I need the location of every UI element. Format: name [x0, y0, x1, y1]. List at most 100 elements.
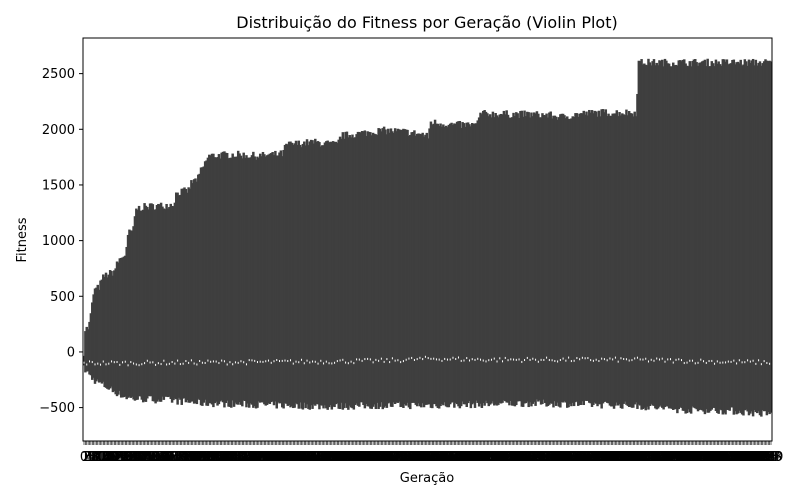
x-tick-label: 155 — [285, 450, 310, 465]
violin-body — [381, 128, 384, 410]
violin-body — [545, 113, 548, 407]
violin-median — [592, 359, 594, 362]
violin-median — [391, 357, 393, 360]
x-axis: 0123456789101112131415161718192021222324… — [80, 441, 783, 465]
x-tick-label: 463 — [709, 450, 734, 465]
x-tick-label: 487 — [742, 450, 767, 465]
violin-body — [227, 158, 230, 407]
x-tick-label: 460 — [705, 450, 730, 465]
x-tick-label: 478 — [730, 450, 755, 465]
x-tick-label: 355 — [560, 450, 585, 465]
violin-median — [614, 356, 616, 359]
x-tick-label: 330 — [526, 450, 551, 465]
violin-body — [415, 133, 419, 407]
violin-body — [652, 59, 656, 406]
x-tick-label: 194 — [339, 450, 364, 465]
x-tick-label: 256 — [424, 450, 449, 465]
violin-body — [501, 114, 504, 403]
x-tick-label: 288 — [468, 450, 493, 465]
violin-body — [738, 63, 741, 411]
violin-body — [281, 156, 284, 408]
x-tick-label: 107 — [219, 450, 244, 465]
x-tick-label: 389 — [607, 450, 632, 465]
violin-body — [282, 149, 285, 409]
violin-body — [468, 124, 471, 401]
violin-body — [418, 133, 422, 407]
x-tick-label: 61 — [160, 450, 177, 465]
violin-body — [396, 128, 400, 403]
x-tick-label: 197 — [343, 450, 368, 465]
violin-body — [115, 261, 119, 397]
violin-body — [563, 115, 566, 402]
violin-body — [110, 271, 113, 387]
violin-median — [581, 356, 583, 359]
violin-body — [413, 130, 416, 403]
violin-median — [380, 357, 382, 360]
violin-body — [627, 111, 631, 408]
x-tick-label: 79 — [184, 450, 201, 465]
violin-body — [349, 137, 353, 408]
x-tick-label: 201 — [348, 450, 373, 465]
violin-body — [144, 205, 148, 402]
x-tick-label: 409 — [635, 450, 660, 465]
violin-median — [502, 360, 504, 363]
x-tick-label: 493 — [750, 450, 775, 465]
x-tick-label: 135 — [257, 450, 282, 465]
x-tick-label: 394 — [614, 450, 639, 465]
x-tick-label: 268 — [441, 450, 466, 465]
x-tick-label: 42 — [134, 450, 151, 465]
x-tick-label: 497 — [756, 450, 781, 465]
x-tick-label: 235 — [395, 450, 420, 465]
violin-body — [316, 141, 320, 405]
violin-median — [468, 359, 470, 362]
x-tick-label: 296 — [479, 450, 504, 465]
violin-median — [119, 363, 121, 366]
x-tick-label: 318 — [509, 450, 534, 465]
violin-median — [405, 358, 407, 361]
violin-body — [592, 113, 595, 405]
violin-body — [493, 117, 496, 406]
violin-body — [658, 60, 661, 407]
violin-median — [133, 362, 135, 365]
x-tick-label: 218 — [372, 450, 397, 465]
violin-median — [749, 360, 751, 363]
x-tick-label: 44 — [136, 450, 153, 465]
violin-body — [276, 155, 280, 403]
violin-body — [527, 112, 530, 408]
violin-body — [728, 63, 731, 411]
violin-body — [154, 209, 157, 404]
x-tick-label: 157 — [288, 450, 313, 465]
violin-body — [322, 145, 325, 409]
violin-body — [141, 209, 145, 403]
violin-body — [603, 112, 606, 402]
violin-body — [89, 313, 93, 376]
violin-median — [747, 359, 749, 362]
violin-median — [634, 357, 636, 360]
violin-body — [619, 115, 623, 409]
x-tick-label: 454 — [697, 450, 722, 465]
violin-body — [312, 143, 316, 405]
violin-body — [180, 188, 183, 405]
violin-median — [309, 361, 311, 364]
x-tick-label: 451 — [693, 450, 718, 465]
x-tick-label: 239 — [401, 450, 426, 465]
violin-body — [711, 63, 715, 408]
x-tick-label: 291 — [472, 450, 497, 465]
violin-body — [290, 142, 294, 407]
violin-body — [736, 61, 740, 414]
x-tick-label: 306 — [493, 450, 518, 465]
x-tick-label: 344 — [545, 450, 570, 465]
x-tick-label: 168 — [303, 450, 328, 465]
violin-body — [509, 117, 513, 401]
x-tick-label: 370 — [581, 450, 606, 465]
violin-median — [347, 362, 349, 365]
x-tick-label: 99 — [212, 450, 229, 465]
violin-median — [419, 356, 421, 359]
violin-body — [235, 156, 239, 405]
violin-body — [208, 154, 211, 404]
violin-body — [119, 257, 123, 398]
violin-body — [472, 123, 475, 403]
violin-body — [318, 142, 321, 410]
x-tick-label: 156 — [286, 450, 311, 465]
violin-body — [172, 206, 175, 401]
